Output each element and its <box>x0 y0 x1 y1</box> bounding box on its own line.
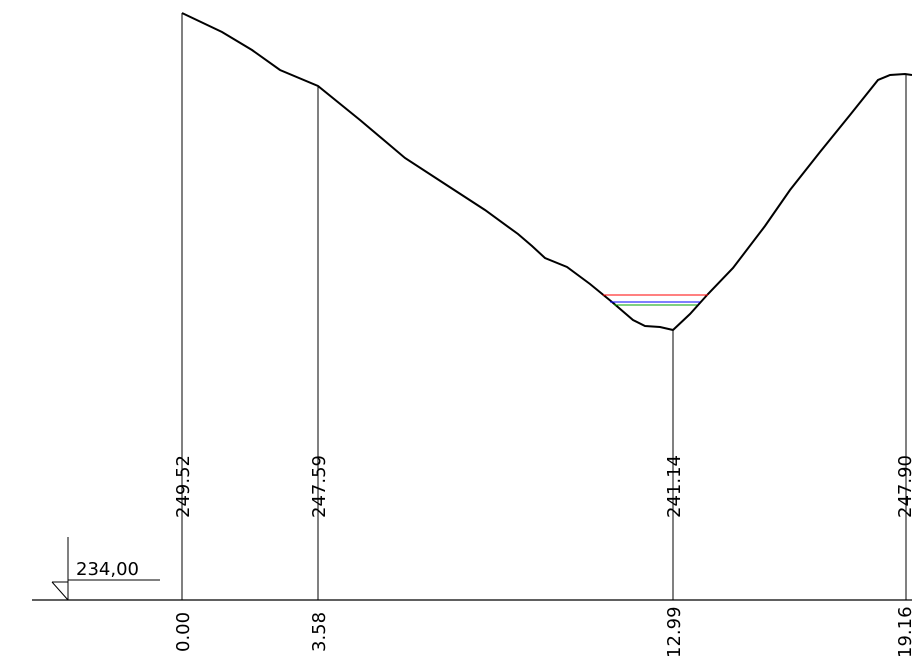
station-distance-label: 0.00 <box>173 612 194 652</box>
station-distance-label: 3.58 <box>309 612 330 652</box>
station-2: 241.14 12.99 <box>664 330 685 658</box>
datum-label: 234,00 <box>76 559 139 580</box>
station-distance-label: 12.99 <box>664 606 685 658</box>
station-elevation-label: 247.59 <box>309 455 330 518</box>
station-0: 249.52 0.00 <box>173 13 194 652</box>
terrain-line <box>181 12 912 332</box>
station-elevation-label: 241.14 <box>664 455 685 518</box>
station-elevation-label: 249.52 <box>173 455 194 518</box>
station-elevation-label: 247.90 <box>895 455 912 518</box>
datum-marker: 234,00 <box>51 537 160 601</box>
station-1: 247.59 3.58 <box>309 86 330 652</box>
station-3: 247.90 19.16 <box>895 74 912 658</box>
station-distance-label: 19.16 <box>895 606 912 658</box>
